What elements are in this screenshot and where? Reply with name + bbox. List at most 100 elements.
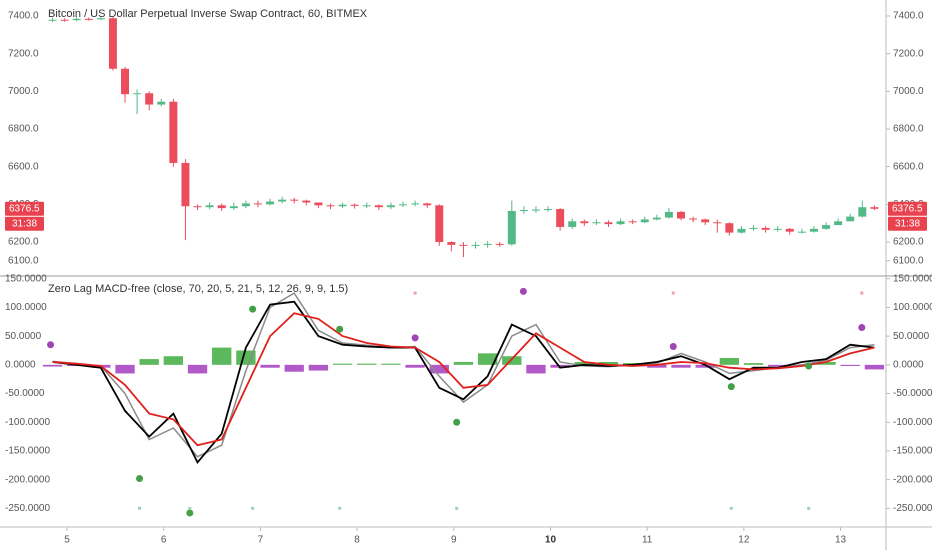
candle-body bbox=[544, 209, 553, 211]
candle-body bbox=[616, 221, 625, 225]
signal-square bbox=[671, 291, 675, 295]
candle-body bbox=[302, 200, 311, 203]
candle-body bbox=[677, 211, 685, 219]
candle-body bbox=[858, 207, 867, 217]
candle-body bbox=[809, 228, 818, 232]
candle-body bbox=[664, 211, 673, 218]
candle-body bbox=[266, 201, 275, 205]
candle-body bbox=[60, 19, 69, 21]
histogram-bar bbox=[163, 356, 184, 365]
y-tick-label-left: 0.0000 bbox=[5, 359, 36, 370]
histogram-bar bbox=[453, 361, 474, 365]
signal-dot bbox=[858, 324, 866, 332]
candle-body bbox=[580, 221, 589, 224]
histogram-bar bbox=[743, 363, 764, 365]
signal-dot bbox=[727, 383, 735, 391]
histogram-bar bbox=[502, 356, 522, 365]
signal-square bbox=[807, 506, 811, 510]
candle-body bbox=[108, 18, 117, 69]
candle-body bbox=[205, 205, 214, 208]
y-tick-label: -50.0000 bbox=[893, 388, 932, 399]
candle-body bbox=[761, 227, 770, 230]
histogram-bar bbox=[405, 364, 425, 368]
macd-line bbox=[52, 292, 875, 458]
signal-square bbox=[188, 506, 192, 510]
candle-body bbox=[556, 209, 565, 227]
last-price-box-right bbox=[888, 201, 927, 216]
axes: 6100.06100.06200.06200.06400.06400.06600… bbox=[5, 11, 932, 546]
candle-body bbox=[435, 205, 444, 243]
histogram-bar bbox=[840, 364, 860, 366]
signal-square bbox=[251, 506, 255, 510]
y-tick-label: 7000.0 bbox=[893, 86, 924, 97]
candle-body bbox=[374, 205, 383, 208]
candle-body bbox=[181, 162, 190, 207]
y-tick-label: 50.0000 bbox=[893, 331, 930, 342]
histogram-bar bbox=[115, 364, 135, 374]
candle-body bbox=[193, 206, 202, 208]
candle-body bbox=[519, 210, 528, 212]
chart-title: Bitcoin / US Dollar Perpetual Inverse Sw… bbox=[48, 8, 368, 20]
y-tick-label: 150.0000 bbox=[893, 273, 932, 284]
histogram-bar bbox=[574, 361, 594, 365]
candle-body bbox=[749, 227, 758, 229]
signal-dot bbox=[136, 475, 144, 482]
y-tick-label-left: 6600.0 bbox=[8, 161, 39, 172]
y-tick-label-left: 7200.0 bbox=[8, 48, 39, 59]
histogram-bar bbox=[139, 359, 159, 365]
y-tick-label: 7400.0 bbox=[893, 11, 924, 22]
signal-dot bbox=[519, 287, 527, 295]
candle-body bbox=[350, 204, 359, 206]
histogram-bar bbox=[695, 364, 715, 368]
histogram-bar bbox=[260, 364, 280, 368]
signal-dot bbox=[805, 362, 813, 370]
histogram-bar bbox=[212, 347, 232, 365]
candle-body bbox=[797, 231, 806, 233]
candle-body bbox=[133, 93, 142, 95]
x-tick-label: 8 bbox=[354, 535, 360, 546]
countdown-box-left bbox=[5, 216, 44, 231]
countdown-box-right bbox=[888, 216, 927, 231]
x-tick-label: 11 bbox=[642, 535, 653, 546]
candle-body bbox=[423, 203, 432, 206]
candle-body bbox=[568, 221, 577, 227]
candle-body bbox=[459, 244, 468, 246]
macd-line bbox=[52, 312, 875, 447]
candle-body bbox=[253, 203, 262, 205]
macd-line bbox=[52, 300, 875, 465]
histogram-bar bbox=[647, 364, 667, 368]
candle-body bbox=[604, 222, 613, 225]
y-tick-label-left: -200.0000 bbox=[5, 474, 50, 485]
countdown-label-right: 31:38 bbox=[895, 218, 920, 229]
x-tick-label: 7 bbox=[258, 535, 264, 546]
candle-body bbox=[507, 210, 516, 245]
signal-dot bbox=[186, 509, 194, 517]
candle-body bbox=[689, 218, 698, 220]
x-tick-label: 9 bbox=[451, 535, 457, 546]
y-tick-label: -150.0000 bbox=[893, 446, 932, 457]
y-tick-label: -100.0000 bbox=[893, 417, 932, 428]
histogram-bar bbox=[598, 361, 619, 365]
histogram-bar bbox=[236, 350, 256, 365]
candle-body bbox=[870, 207, 879, 209]
candle-body bbox=[326, 205, 335, 207]
y-tick-label-left: 6800.0 bbox=[8, 124, 39, 135]
histogram-bar bbox=[308, 364, 329, 371]
candle-body bbox=[72, 18, 81, 21]
last-price-label-left: 6376.5 bbox=[9, 203, 40, 214]
candle-body bbox=[338, 204, 347, 207]
signal-dot bbox=[669, 342, 677, 350]
candle-body bbox=[628, 221, 637, 223]
candle-body bbox=[785, 228, 794, 232]
candle-body bbox=[157, 101, 166, 105]
candle-body bbox=[278, 199, 287, 202]
last-price-label-right: 6376.5 bbox=[892, 203, 923, 214]
histogram-bar bbox=[381, 363, 401, 365]
x-tick-label: 10 bbox=[545, 535, 557, 546]
candle-body bbox=[592, 222, 601, 224]
signal-dot bbox=[411, 334, 419, 342]
candle-body bbox=[229, 206, 238, 209]
histogram-bar bbox=[671, 364, 691, 368]
histogram-bar bbox=[187, 364, 208, 374]
candle-body bbox=[483, 243, 492, 245]
